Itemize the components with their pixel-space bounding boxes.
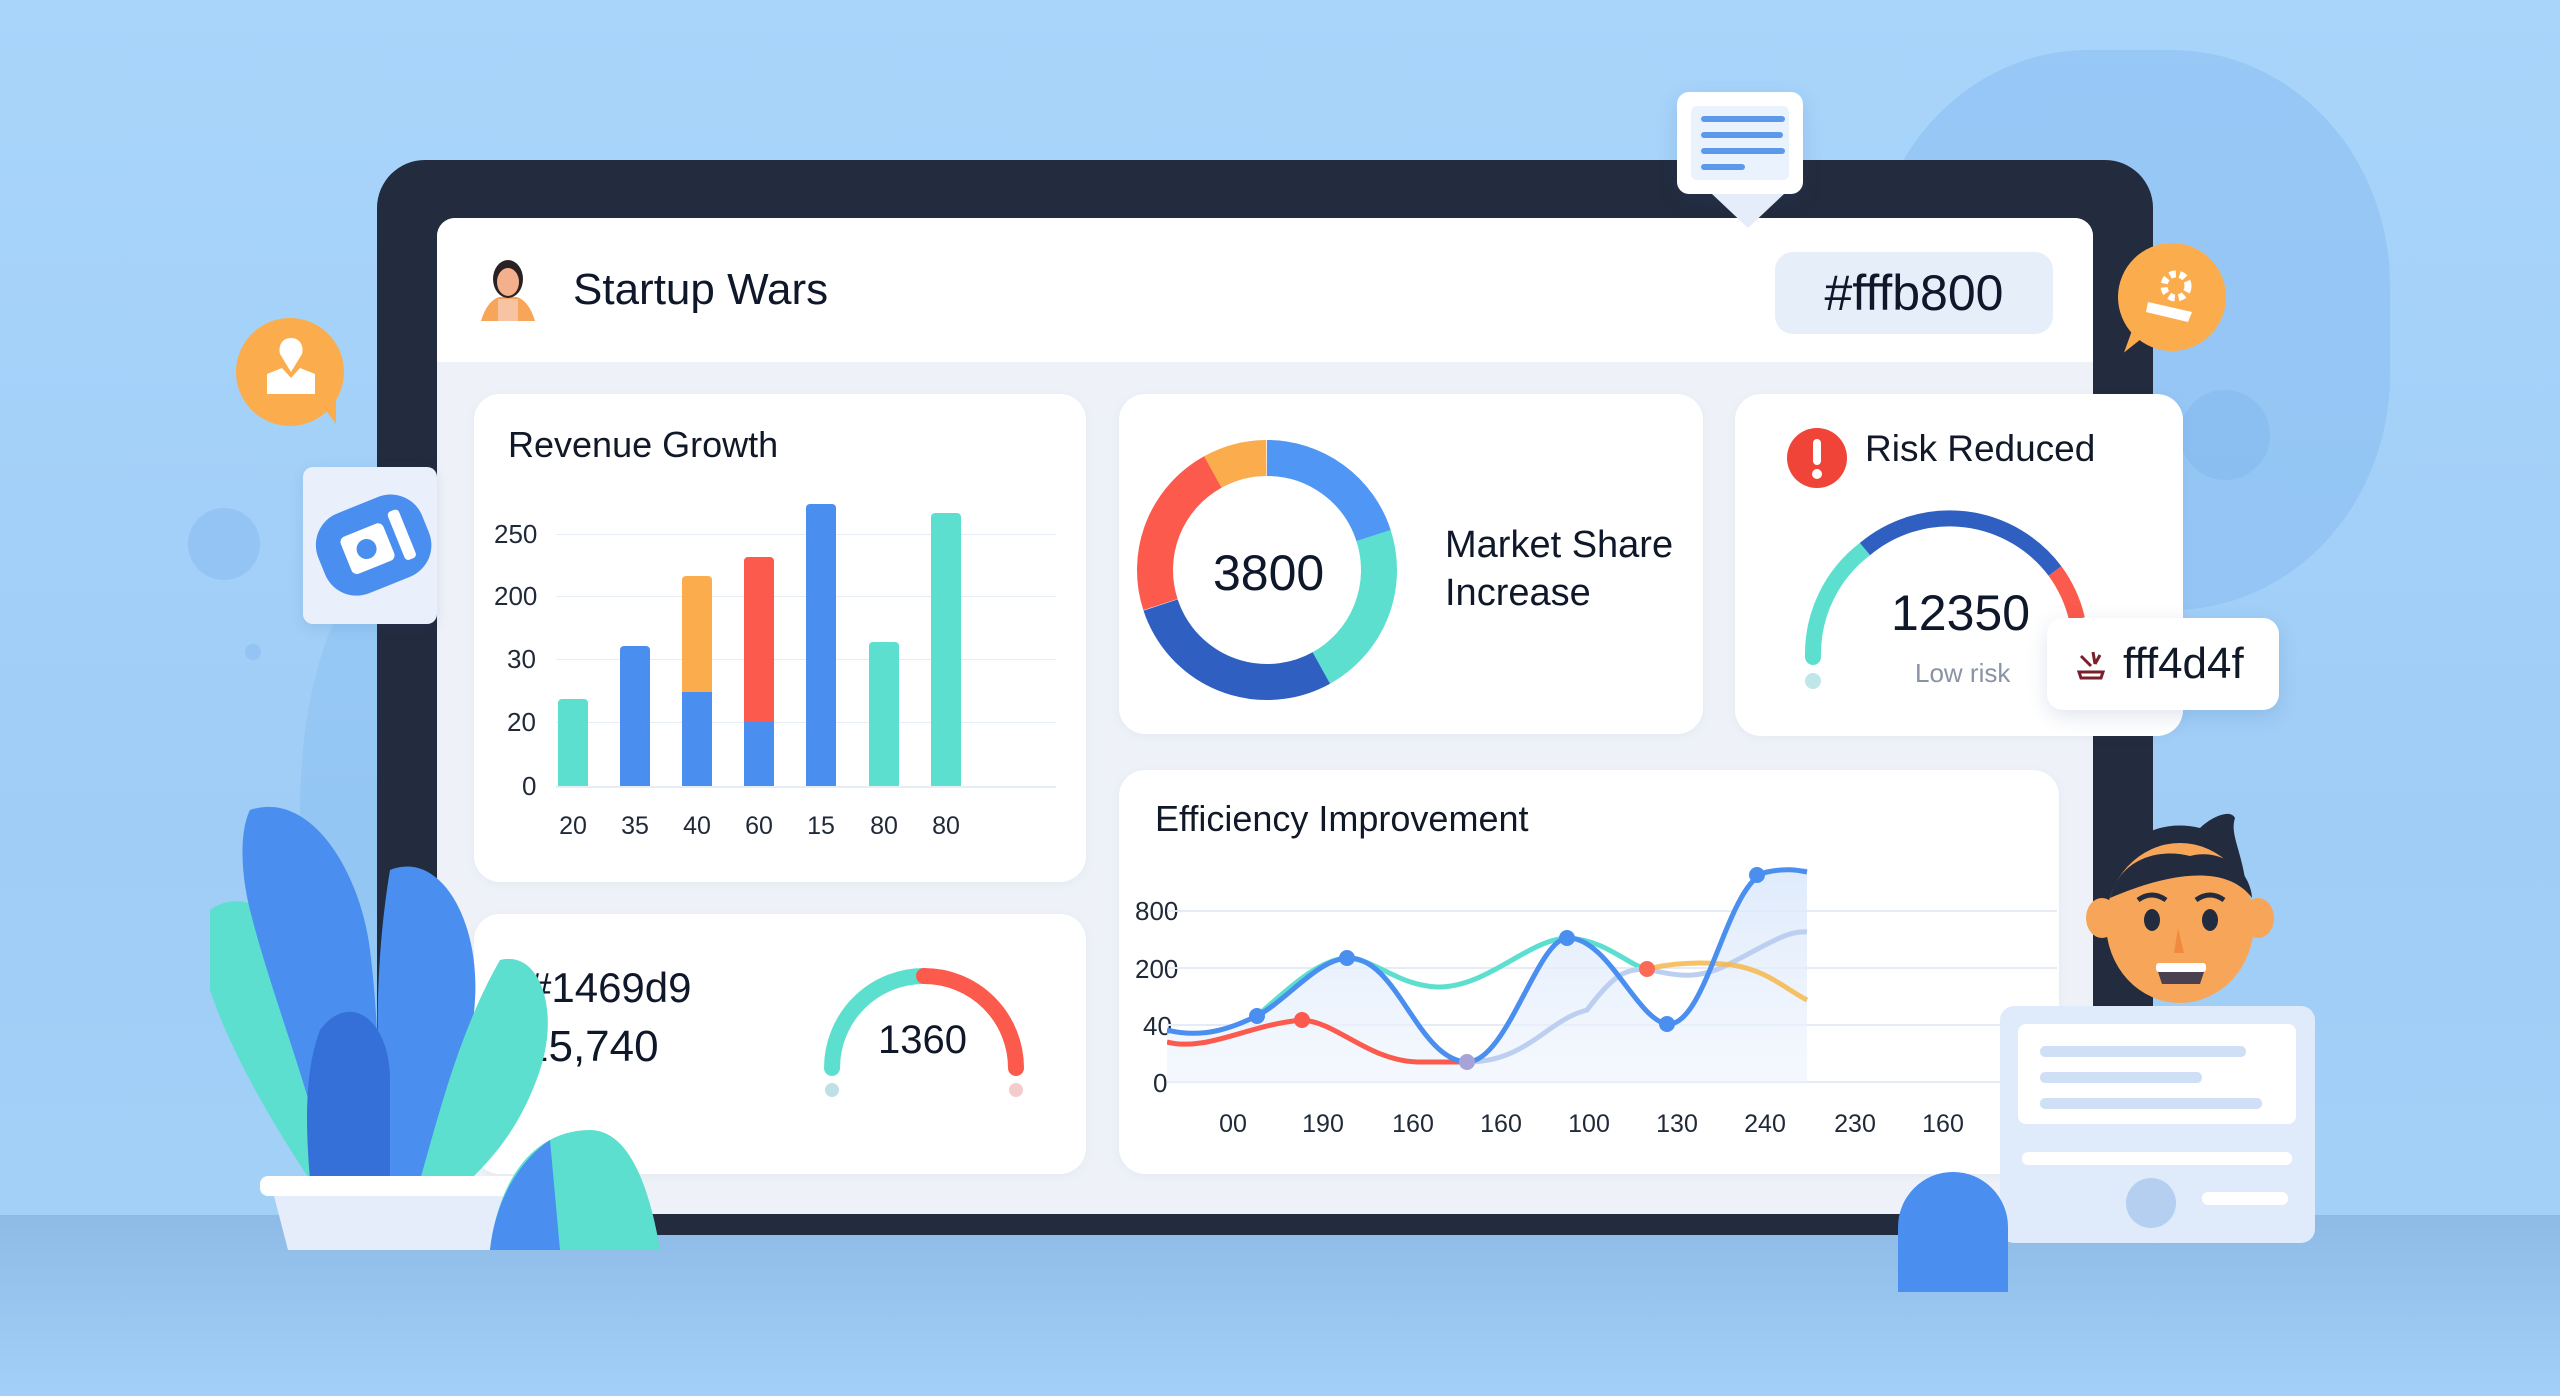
app-header: Startup Wars #fffb800 [437, 218, 2093, 362]
x-tick: 00 [1219, 1110, 1247, 1138]
document-bubble-tail [1712, 194, 1784, 228]
y-tick: 30 [507, 644, 536, 674]
x-tick: 40 [683, 812, 711, 840]
bar[interactable] [682, 576, 712, 692]
x-tick: 190 [1302, 1110, 1344, 1138]
x-tick: 100 [1568, 1110, 1610, 1138]
plant-illustration [210, 806, 660, 1250]
card-title: Risk Reduced [1865, 428, 2096, 469]
card-title: Revenue Growth [508, 424, 779, 465]
header-color-badge[interactable]: #fffb800 [1775, 252, 2053, 334]
bar[interactable] [931, 513, 961, 786]
doc-line [2202, 1192, 2288, 1205]
dashboard-screen: Startup Wars #fffb800 Revenue Growth 250… [437, 218, 2093, 1214]
market-share-donut-chart [1137, 440, 1397, 700]
x-tick: 60 [745, 812, 773, 840]
y-tick: 0 [522, 771, 537, 801]
bar[interactable] [682, 692, 712, 786]
x-tick: 20 [559, 812, 587, 840]
bar[interactable] [744, 722, 774, 786]
gear-icon [2146, 270, 2192, 322]
x-tick: 240 [1744, 1110, 1786, 1138]
x-tick: 160 [1480, 1110, 1522, 1138]
background-blob [245, 644, 261, 660]
axis-baseline [556, 786, 1056, 788]
y-tick: 250 [494, 519, 538, 549]
x-tick: 230 [1834, 1110, 1876, 1138]
market-share-card[interactable]: 3800 Market Share Increase [1119, 394, 1703, 734]
doc-avatar-circle [2126, 1178, 2176, 1228]
background-blob [188, 508, 260, 580]
doc-line [1701, 164, 1745, 170]
market-share-label: Increase [1445, 572, 1591, 614]
doc-line [2022, 1152, 2292, 1165]
x-tick: 80 [932, 812, 960, 840]
risk-sublabel: Low risk [1915, 658, 2011, 688]
document-bubble [1677, 92, 1803, 194]
bar[interactable] [558, 699, 588, 786]
doc-line [1701, 148, 1785, 154]
market-share-value: 3800 [1213, 545, 1325, 601]
summary-hex: #1469d9 [528, 964, 692, 1011]
y-tick: 20 [507, 707, 536, 737]
summary-gauge-value: 1360 [878, 1018, 967, 1062]
revenue-growth-card[interactable]: Revenue Growth 250 200 30 20 0 20 35 40 … [474, 394, 1086, 882]
doc-line [2040, 1072, 2202, 1083]
x-tick: 160 [1392, 1110, 1434, 1138]
efficiency-line-chart [1167, 867, 2057, 1083]
decor-leaf-right [1898, 1172, 2008, 1292]
bar[interactable] [869, 642, 899, 786]
doc-line [2040, 1046, 2246, 1057]
efficiency-card[interactable]: Efficiency Improvement 800 200 40 0 [1119, 770, 2059, 1174]
background-blob [2180, 390, 2270, 480]
x-tick: 15 [807, 812, 835, 840]
pot-icon [2076, 651, 2106, 680]
risk-gauge [1804, 510, 2085, 689]
bar[interactable] [744, 557, 774, 722]
risk-color-tooltip[interactable]: fff4d4f [2047, 618, 2279, 710]
camera-chat-icon [315, 494, 432, 596]
bar[interactable] [806, 504, 836, 786]
person-illustration [2086, 813, 2274, 1003]
person-avatar-icon [481, 260, 535, 321]
y-tick: 200 [494, 581, 538, 611]
card-title: Efficiency Improvement [1155, 798, 1529, 839]
x-tick: 35 [621, 812, 649, 840]
x-tick: 80 [870, 812, 898, 840]
bar[interactable] [620, 646, 650, 786]
app-title: Startup Wars [573, 265, 829, 314]
x-tick: 130 [1656, 1110, 1698, 1138]
y-tick: 0 [1153, 1068, 1168, 1098]
market-share-label: Market Share [1445, 524, 1674, 566]
user-icon [267, 338, 315, 394]
summary-gauge [824, 968, 1024, 1097]
x-tick: 160 [1922, 1110, 1964, 1138]
exclamation-icon [1787, 428, 1847, 488]
doc-line [1701, 132, 1783, 138]
document-panel [2000, 1006, 2315, 1243]
risk-reduced-card[interactable]: Risk Reduced 12350 Low risk [1735, 394, 2183, 736]
doc-line [1701, 116, 1785, 122]
risk-tooltip-text: fff4d4f [2123, 639, 2244, 688]
risk-value: 12350 [1891, 585, 2031, 641]
doc-line [2040, 1098, 2262, 1109]
user-chat-bubble-tail [318, 400, 336, 424]
